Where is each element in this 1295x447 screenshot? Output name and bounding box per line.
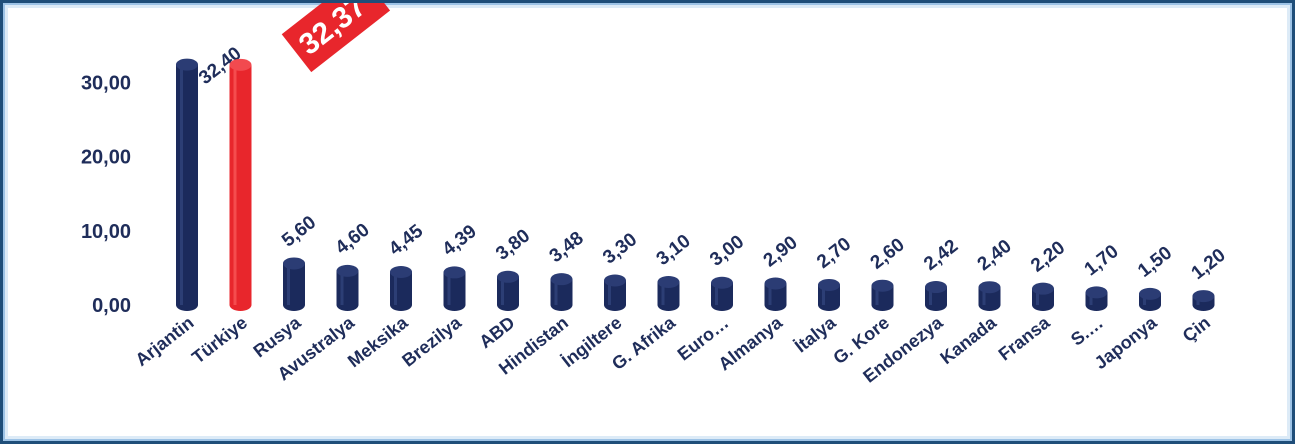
data-label: 4,45: [385, 220, 427, 260]
bar-highlight-stripe: [555, 281, 558, 305]
data-label: 3,48: [546, 228, 588, 267]
bar-cap: [765, 277, 787, 289]
bar-arjantin: [176, 59, 198, 311]
bar-endonezya: [925, 281, 947, 311]
bar-highlight-stripe: [394, 274, 397, 305]
bar-meksika: [390, 266, 412, 311]
bar-hindistan: [551, 273, 573, 311]
bar-highlight-stripe: [180, 67, 183, 305]
bar-chart: 0,0010,0020,0030,00Arjantin32,40Türkiye3…: [3, 3, 1295, 447]
bar-i-talya: [818, 279, 840, 311]
data-label: 2,90: [760, 232, 802, 271]
data-label: 3,30: [599, 229, 641, 268]
bar-highlight-stripe: [341, 273, 344, 305]
data-label: 2,40: [974, 236, 1016, 275]
data-label: 3,00: [706, 231, 748, 270]
bar-cap: [925, 281, 947, 293]
bar-brezilya: [444, 266, 466, 311]
bar-rusya: [283, 257, 305, 311]
bar-cap: [230, 59, 252, 71]
bar-japonya: [1139, 288, 1161, 311]
bar-body: [176, 65, 198, 311]
bar-highlight-stripe: [287, 265, 290, 305]
data-label: 3,10: [653, 231, 695, 270]
data-label: 4,60: [332, 219, 374, 258]
x-tick-label: Çin: [1179, 312, 1214, 346]
data-label: 2,20: [1027, 237, 1069, 276]
bar-cap: [1086, 286, 1108, 298]
bar-cap: [337, 265, 359, 277]
data-label: 4,39: [439, 221, 481, 260]
bar-s-: [1086, 286, 1108, 311]
bar-fransa: [1032, 283, 1054, 311]
bar-cap: [283, 257, 305, 269]
x-tick-label: Türkiye: [188, 312, 251, 367]
bar-cap: [658, 276, 680, 288]
x-tick-label: ABD: [475, 312, 518, 352]
bar-cap: [979, 281, 1001, 293]
y-tick-label: 20,00: [81, 147, 131, 169]
bar-cap: [1193, 290, 1215, 302]
y-tick-label: 30,00: [81, 72, 131, 94]
bar-body: [283, 263, 305, 311]
bar-cap: [711, 277, 733, 289]
bar-body: [337, 271, 359, 311]
bar-cap: [390, 266, 412, 278]
bar-cap: [551, 273, 573, 285]
data-label: 2,70: [813, 234, 855, 273]
bar-çin: [1193, 290, 1215, 311]
bar-cap: [1139, 288, 1161, 300]
bar-cap: [497, 271, 519, 283]
bar-cap: [818, 279, 840, 291]
x-tick-label: Arjantin: [132, 312, 198, 370]
x-tick-label: S.…: [1067, 312, 1107, 349]
bar-cap: [444, 266, 466, 278]
bar-g-afrika: [658, 276, 680, 311]
bar-highlight-stripe: [448, 274, 451, 305]
x-tick-label: Brezilya: [398, 312, 465, 371]
data-label: 3,80: [492, 225, 534, 264]
bar-türkiye: [230, 59, 252, 311]
bar-avustralya: [337, 265, 359, 311]
bar-highlight-stripe: [501, 279, 504, 305]
bar-almanya: [765, 277, 787, 311]
bar-highlight-stripe: [234, 67, 237, 305]
x-tick-label: Fransa: [995, 312, 1055, 365]
data-label: 5,60: [278, 212, 320, 251]
x-tick-label: Kanada: [936, 312, 1000, 368]
bar-abd: [497, 271, 519, 311]
y-tick-label: 10,00: [81, 221, 131, 243]
data-label: 2,42: [920, 236, 962, 275]
data-label: 2,60: [867, 234, 909, 273]
data-label: 1,20: [1188, 245, 1230, 284]
bar-cap: [872, 280, 894, 292]
bar-cap: [604, 275, 626, 287]
bar-euro-: [711, 277, 733, 311]
bar-body: [230, 65, 252, 311]
y-tick-label: 0,00: [92, 295, 131, 317]
bar-cap: [176, 59, 198, 71]
bar-cap: [1032, 283, 1054, 295]
data-label: 1,50: [1134, 242, 1176, 281]
bar-kanada: [979, 281, 1001, 311]
data-label: 1,70: [1081, 241, 1123, 280]
bar-g-kore: [872, 280, 894, 311]
x-tick-label: Meksika: [344, 312, 412, 371]
bar-i-ngiltere: [604, 275, 626, 311]
